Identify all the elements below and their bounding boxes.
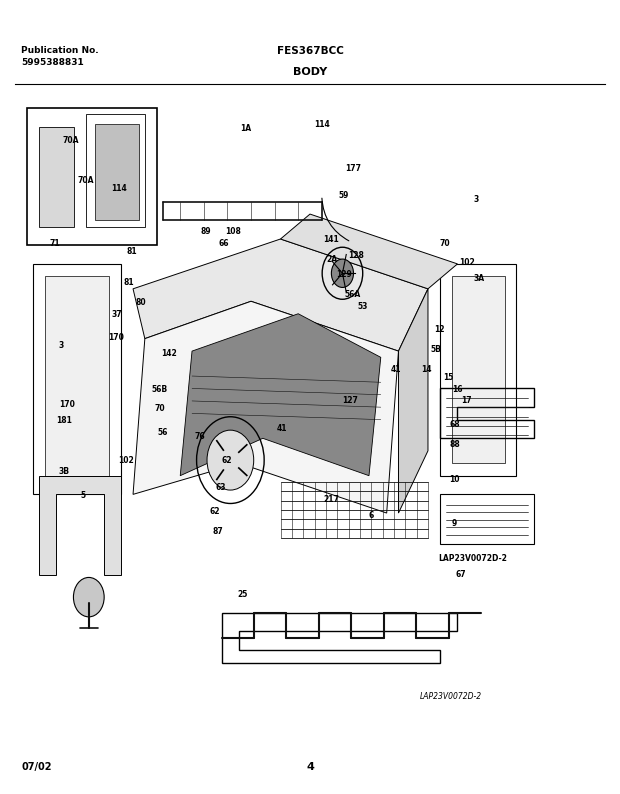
Text: 114: 114 bbox=[314, 121, 330, 129]
Text: 81: 81 bbox=[123, 278, 134, 287]
Polygon shape bbox=[440, 495, 534, 544]
Text: 3B: 3B bbox=[59, 468, 69, 476]
Text: 4: 4 bbox=[306, 761, 314, 772]
Polygon shape bbox=[180, 314, 381, 476]
Polygon shape bbox=[440, 264, 516, 476]
Text: 3: 3 bbox=[473, 195, 479, 204]
Text: 76: 76 bbox=[194, 432, 205, 441]
Text: 68: 68 bbox=[449, 420, 459, 429]
Text: 66: 66 bbox=[219, 239, 229, 248]
Text: Publication No.: Publication No. bbox=[21, 46, 99, 55]
Text: 5: 5 bbox=[80, 491, 85, 500]
Text: 177: 177 bbox=[345, 164, 361, 173]
Text: 127: 127 bbox=[342, 396, 358, 406]
Text: 53: 53 bbox=[357, 302, 368, 310]
Text: 170: 170 bbox=[108, 333, 125, 342]
Text: 70A: 70A bbox=[78, 175, 94, 185]
Text: 5B: 5B bbox=[430, 345, 441, 354]
Text: 70A: 70A bbox=[62, 137, 79, 145]
Polygon shape bbox=[33, 264, 122, 495]
Polygon shape bbox=[38, 127, 74, 226]
Polygon shape bbox=[280, 214, 458, 289]
Text: 16: 16 bbox=[452, 384, 463, 394]
Text: 80: 80 bbox=[136, 298, 146, 307]
Text: 15: 15 bbox=[443, 373, 453, 382]
Text: 56: 56 bbox=[157, 428, 168, 437]
Text: 3A: 3A bbox=[474, 274, 485, 283]
Text: 108: 108 bbox=[225, 227, 241, 236]
Text: LAP23V0072D-2: LAP23V0072D-2 bbox=[420, 692, 482, 700]
Text: 63: 63 bbox=[216, 484, 226, 492]
Text: FES367BCC: FES367BCC bbox=[277, 46, 343, 56]
Text: 129: 129 bbox=[336, 270, 352, 279]
Text: 41: 41 bbox=[277, 424, 288, 433]
Text: 141: 141 bbox=[324, 235, 339, 244]
Text: 217: 217 bbox=[324, 495, 339, 504]
Text: 62: 62 bbox=[222, 456, 232, 464]
Text: 170: 170 bbox=[60, 400, 75, 410]
Text: 41: 41 bbox=[391, 365, 401, 374]
Text: 102: 102 bbox=[459, 259, 474, 268]
Text: 62: 62 bbox=[210, 507, 220, 516]
Text: 87: 87 bbox=[213, 526, 223, 535]
Polygon shape bbox=[451, 276, 505, 463]
Text: 67: 67 bbox=[455, 570, 466, 579]
Text: 70: 70 bbox=[440, 239, 451, 248]
Text: 56B: 56B bbox=[151, 384, 167, 394]
Text: 6: 6 bbox=[369, 511, 374, 520]
Text: BODY: BODY bbox=[293, 67, 327, 78]
Circle shape bbox=[73, 577, 104, 617]
Text: 25: 25 bbox=[237, 590, 247, 599]
Text: 9: 9 bbox=[452, 518, 457, 528]
Text: 3: 3 bbox=[58, 341, 64, 350]
Text: 88: 88 bbox=[449, 440, 460, 449]
Text: 89: 89 bbox=[200, 227, 211, 236]
Circle shape bbox=[207, 430, 254, 490]
Text: 12: 12 bbox=[434, 326, 445, 334]
Text: 128: 128 bbox=[348, 251, 364, 260]
Text: 59: 59 bbox=[339, 191, 349, 200]
Polygon shape bbox=[38, 476, 122, 576]
Polygon shape bbox=[133, 239, 428, 351]
Text: 114: 114 bbox=[112, 183, 127, 193]
Text: 102: 102 bbox=[118, 456, 133, 464]
Text: 181: 181 bbox=[56, 416, 72, 425]
Polygon shape bbox=[399, 289, 428, 513]
Text: 2A: 2A bbox=[326, 255, 337, 264]
Polygon shape bbox=[86, 114, 145, 226]
Circle shape bbox=[331, 259, 353, 287]
Polygon shape bbox=[133, 301, 399, 513]
Text: 56A: 56A bbox=[345, 290, 361, 299]
Text: 71: 71 bbox=[50, 239, 60, 248]
Text: 14: 14 bbox=[422, 365, 432, 374]
Text: 5995388831: 5995388831 bbox=[21, 58, 84, 67]
Text: 07/02: 07/02 bbox=[21, 761, 51, 772]
Polygon shape bbox=[95, 124, 139, 220]
Text: 81: 81 bbox=[126, 247, 137, 256]
Text: 1A: 1A bbox=[240, 125, 251, 133]
Text: 70: 70 bbox=[154, 404, 165, 414]
Text: LAP23V0072D-2: LAP23V0072D-2 bbox=[438, 554, 507, 563]
Text: 17: 17 bbox=[461, 396, 472, 406]
Bar bbox=[27, 108, 157, 245]
Polygon shape bbox=[45, 276, 110, 476]
Text: 142: 142 bbox=[161, 349, 177, 358]
Text: 10: 10 bbox=[449, 476, 459, 484]
Text: 37: 37 bbox=[111, 310, 122, 318]
